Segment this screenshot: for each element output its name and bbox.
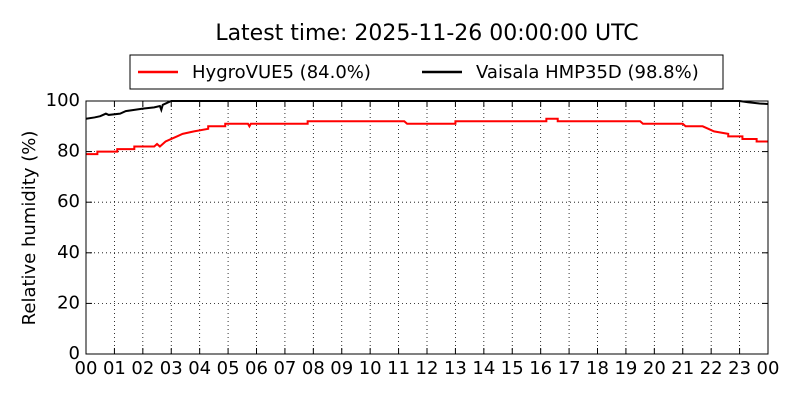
x-tick-label: 11: [387, 358, 410, 379]
x-tick-label: 05: [217, 358, 240, 379]
y-axis-label: Relative humidity (%): [19, 131, 40, 326]
y-tick-label: 60: [57, 191, 80, 212]
x-tick-label: 23: [728, 358, 751, 379]
x-tick-label: 20: [643, 358, 666, 379]
x-tick-label: 09: [330, 358, 353, 379]
y-tick-label: 40: [57, 242, 80, 263]
x-tick-label: 12: [416, 358, 439, 379]
x-tick-label: 13: [444, 358, 467, 379]
x-tick-label: 15: [501, 358, 524, 379]
y-tick-label: 80: [57, 141, 80, 162]
x-tick-label: 01: [103, 358, 126, 379]
x-tick-label: 18: [586, 358, 609, 379]
x-tick-label: 07: [273, 358, 296, 379]
legend-label: Vaisala HMP35D (98.8%): [476, 62, 699, 83]
x-tick-label: 02: [131, 358, 154, 379]
x-tick-label: 17: [558, 358, 581, 379]
x-tick-label: 21: [671, 358, 694, 379]
data-line: [86, 117, 768, 156]
x-tick-label: 04: [188, 358, 211, 379]
x-tick-label: 19: [614, 358, 637, 379]
plot-frame: [85, 100, 769, 355]
chart-title: Latest time: 2025-11-26 00:00:00 UTC: [215, 21, 638, 46]
y-tick-label: 20: [57, 292, 80, 313]
x-tick-label: 00: [757, 358, 780, 379]
x-tick-label: 08: [302, 358, 325, 379]
x-tick-label: 14: [472, 358, 495, 379]
legend-label: HygroVUE5 (84.0%): [192, 62, 371, 83]
y-tick-label: 0: [69, 343, 80, 364]
x-tick-label: 10: [359, 358, 382, 379]
x-tick-label: 00: [75, 358, 98, 379]
x-tick-label: 03: [160, 358, 183, 379]
x-tick-label: 22: [700, 358, 723, 379]
x-tick-label: 06: [245, 358, 268, 379]
x-tick-label: 16: [529, 358, 552, 379]
y-tick-label: 100: [46, 90, 80, 111]
